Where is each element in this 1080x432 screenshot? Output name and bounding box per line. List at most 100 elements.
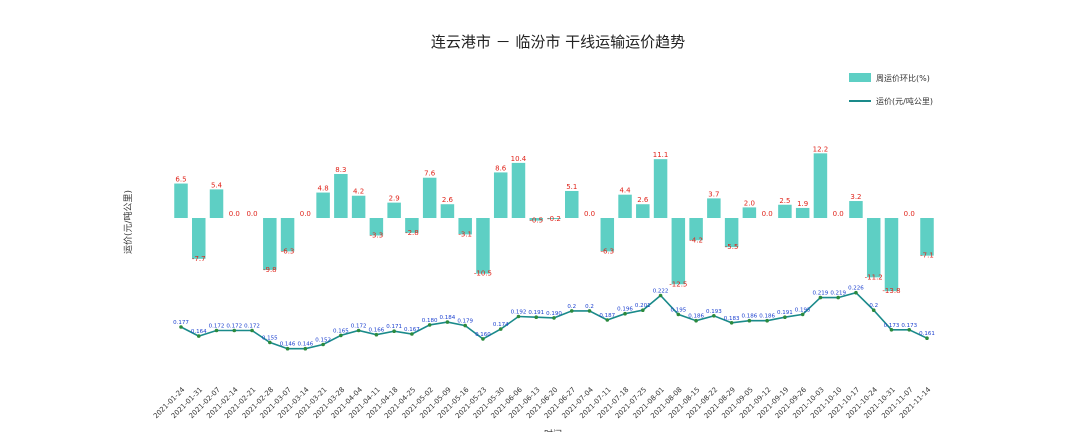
price-point-2021-04-11	[374, 332, 379, 337]
price-value-label: 0.177	[173, 320, 189, 326]
price-point-2021-07-25	[641, 308, 645, 313]
price-point-2021-05-23	[481, 337, 485, 341]
bar-value-label: 4.2	[353, 188, 364, 196]
price-value-label: 0.173	[901, 323, 917, 329]
price-point-2021-09-26	[800, 312, 805, 317]
price-point-2021-07-11	[605, 318, 610, 322]
price-point-2021-08-01	[658, 293, 663, 298]
bar-2021-04-11	[369, 218, 384, 236]
price-value-label: 0.186	[759, 314, 775, 320]
price-value-label: 0.166	[369, 328, 385, 334]
bar-value-label: 2.6	[637, 196, 649, 204]
bar-2021-04-04	[351, 195, 366, 218]
price-value-label: 0.174	[493, 322, 509, 328]
price-point-2021-05-02	[427, 323, 432, 327]
bar-value-label: 10.4	[511, 155, 527, 163]
price-value-label: 0.146	[280, 342, 296, 348]
bar-value-label: 7.6	[424, 170, 436, 178]
price-value-label: 0.2	[567, 304, 576, 310]
bar-value-label: -9.8	[263, 266, 277, 274]
price-value-label: 0.192	[511, 310, 527, 316]
bar-2021-09-19	[778, 204, 792, 218]
bar-value-label: -0.5	[529, 217, 543, 225]
price-point-2021-02-28	[268, 340, 272, 345]
legend: 周运价环比(%) 运价(元/吨公里)	[849, 73, 933, 106]
price-value-label: 0.167	[404, 327, 420, 333]
price-point-2021-02-07	[214, 328, 219, 333]
bar-2021-05-23	[476, 218, 490, 274]
bar-value-label: -3.3	[370, 231, 384, 239]
bar-2021-01-31	[192, 218, 206, 259]
price-value-label: 0.146	[297, 342, 313, 348]
bar-value-label: 8.3	[335, 166, 346, 174]
price-value-label: 0.222	[653, 289, 669, 295]
price-value-label: 0.219	[813, 291, 829, 297]
price-point-2021-04-04	[356, 328, 361, 333]
price-point-2021-04-25	[410, 332, 414, 336]
bar-value-label: 4.8	[318, 185, 329, 193]
price-point-2021-04-18	[392, 329, 396, 334]
bar-2021-08-08	[671, 218, 686, 285]
price-value-label: 0.180	[422, 318, 438, 324]
bar-value-label: 11.1	[653, 151, 669, 159]
bar-2021-05-30	[493, 172, 508, 218]
bar-2021-07-25	[636, 204, 650, 218]
bar-labels-layer: 6.5 -7.7 5.4 0.0 0.0 -9.8 -6.3 0.0 4.8 8.3 4.2 -3.3…	[175, 145, 933, 295]
bar-2021-09-05	[742, 207, 757, 218]
price-value-label: 0.191	[777, 310, 793, 316]
bar-value-label: 0.0	[246, 210, 257, 218]
price-value-label: 0.193	[706, 309, 722, 315]
bar-2021-08-15	[689, 218, 703, 241]
bar-2021-03-28	[334, 174, 348, 218]
price-point-2021-05-16	[463, 323, 467, 328]
chart-title: 连云港市 － 临汾市 干线运输运价趋势	[431, 33, 685, 51]
price-value-label: 0.165	[333, 328, 349, 334]
price-point-2021-02-14	[232, 328, 237, 333]
price-point-2021-08-08	[676, 312, 681, 317]
price-point-2021-05-09	[445, 320, 450, 324]
price-value-label: 0.172	[209, 324, 225, 330]
bar-value-label: -6.3	[281, 247, 295, 255]
bar-2021-10-24	[866, 218, 881, 278]
price-value-label: 0.155	[262, 335, 278, 341]
bar-value-label: -2.8	[405, 229, 419, 237]
bar-2021-06-27	[565, 190, 579, 218]
price-point-2021-10-03	[818, 295, 823, 300]
line-layer	[179, 290, 929, 351]
price-point-2021-11-07	[907, 328, 912, 332]
price-value-label: 0.172	[351, 324, 367, 330]
bar-2021-07-11	[600, 218, 615, 252]
bar-value-label: 1.9	[797, 200, 808, 208]
bar-2021-04-25	[405, 218, 419, 233]
bars-layer	[174, 153, 934, 292]
price-value-label: 0.219	[830, 291, 846, 297]
bar-value-label: -7.1	[920, 252, 934, 260]
bar-value-label: -0.2	[547, 215, 561, 223]
price-value-label: 0.201	[635, 303, 651, 309]
price-point-2021-05-30	[498, 327, 503, 331]
price-point-2021-09-12	[765, 318, 769, 323]
price-value-label: 0.173	[884, 323, 900, 329]
price-value-label: 0.161	[919, 331, 935, 337]
price-value-label: 0.183	[724, 316, 740, 322]
bar-value-label: 2.6	[442, 196, 454, 204]
bar-value-label: 8.6	[495, 164, 507, 172]
price-point-2021-10-17	[854, 290, 858, 295]
price-value-label: 0.226	[848, 286, 864, 292]
x-axis-label: 时间	[544, 428, 562, 432]
price-value-label: 0.179	[457, 319, 473, 325]
bar-2021-11-14	[920, 218, 934, 256]
price-point-2021-10-24	[871, 308, 876, 313]
price-point-2021-06-13	[534, 315, 539, 320]
price-value-label: 0.187	[599, 313, 615, 319]
price-value-label: 0.195	[795, 307, 811, 313]
bar-2021-05-09	[440, 204, 455, 218]
price-point-2021-03-14	[303, 346, 308, 351]
bar-2021-10-31	[884, 218, 899, 292]
price-point-2021-03-28	[339, 333, 343, 338]
bar-value-label: 0.0	[833, 210, 844, 218]
bar-2021-08-29	[724, 218, 739, 248]
price-value-label: 0.184	[440, 315, 456, 321]
price-point-2021-09-05	[747, 318, 752, 323]
